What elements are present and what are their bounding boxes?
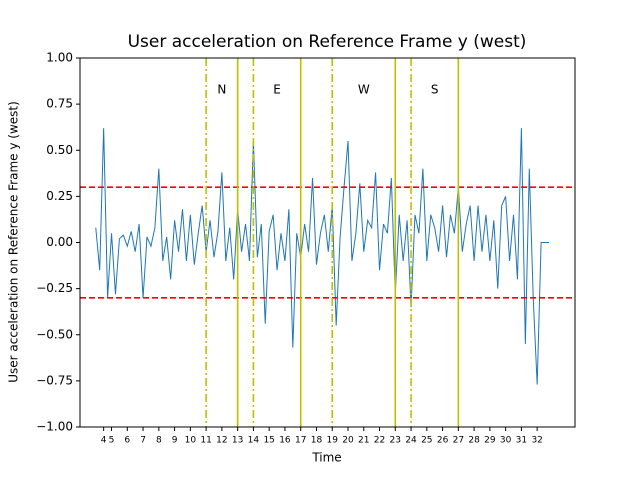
x-tick-label: 14 [248,436,260,446]
region-label: N [217,83,226,97]
x-tick-label: 8 [156,436,162,446]
x-tick-label: 30 [500,436,512,446]
x-tick-label: 15 [263,436,274,446]
x-tick-label: 11 [200,436,211,446]
x-tick-label: 6 [124,436,130,446]
x-tick-label: 29 [484,436,496,446]
y-tick-label: 0.00 [46,235,73,249]
x-tick-label: 23 [390,436,401,446]
y-tick-label: 1.00 [46,51,73,65]
x-tick-label: 9 [172,436,178,446]
y-tick-label: 0.50 [46,143,73,157]
region-label: E [273,83,281,97]
x-tick-label: 18 [311,436,323,446]
x-tick-label: 7 [140,436,146,446]
x-tick-label: 19 [327,436,339,446]
x-tick-label: 22 [374,436,385,446]
region-label: W [358,83,370,97]
x-tick-label: 4 [101,436,107,446]
x-tick-label: 25 [421,436,432,446]
x-tick-label: 12 [216,436,227,446]
x-tick-label: 21 [358,436,369,446]
x-tick-label: 10 [185,436,197,446]
plot-frame [79,57,576,428]
x-tick-label: 26 [437,436,449,446]
x-tick-label: 5 [109,436,115,446]
x-tick-label: 24 [405,436,417,446]
x-tick-label: 13 [232,436,243,446]
x-tick-label: 31 [516,436,527,446]
x-tick-label: 16 [279,436,291,446]
y-tick-label: 0.25 [46,189,73,203]
y-tick-label: −0.25 [36,281,73,295]
x-tick-label: 32 [531,436,542,446]
region-label: S [431,83,439,97]
x-tick-label: 28 [468,436,480,446]
x-tick-label: 27 [453,436,464,446]
x-axis-label: Time [311,451,341,465]
y-tick-label: −1.00 [36,420,73,434]
x-tick-label: 17 [295,436,306,446]
chart-title: User acceleration on Reference Frame y (… [128,32,527,52]
data-line [95,128,549,385]
y-tick-label: 0.75 [46,97,73,111]
y-axis-label: User acceleration on Reference Frame y (… [7,101,21,383]
x-tick-label: 20 [342,436,354,446]
y-tick-label: −0.50 [36,327,73,341]
y-tick-label: −0.75 [36,373,73,387]
